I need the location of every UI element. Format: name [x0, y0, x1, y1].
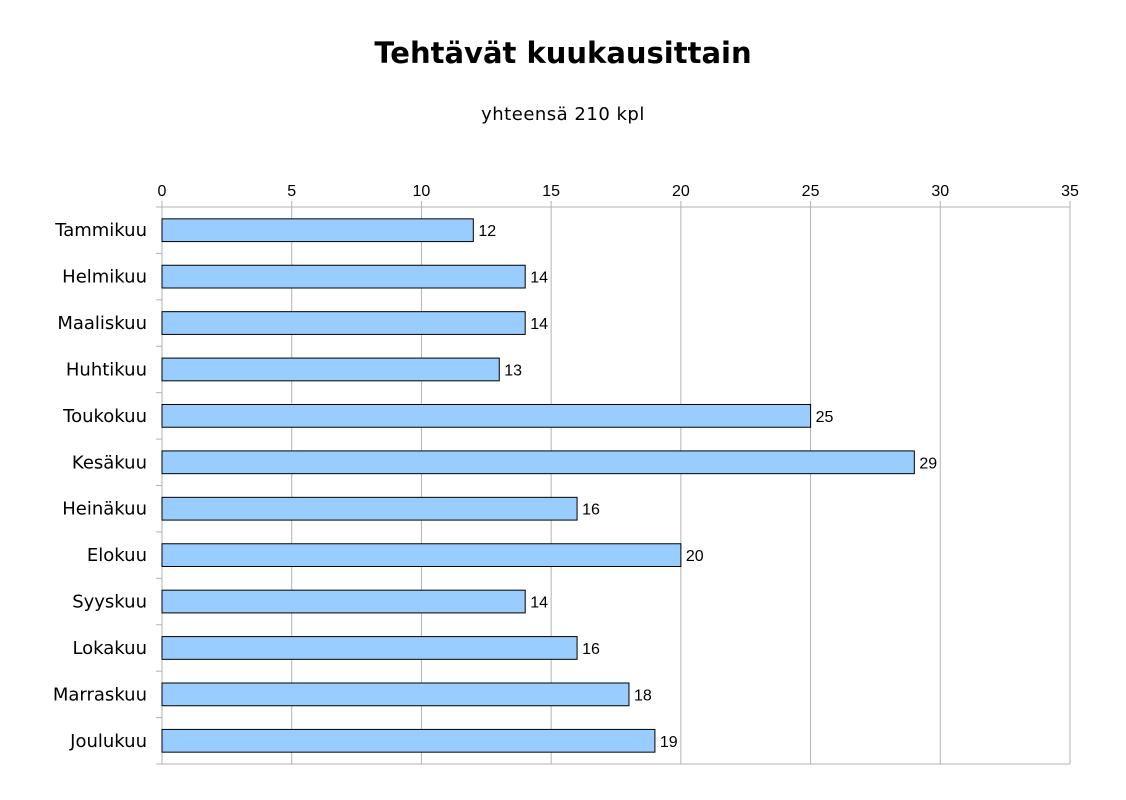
data-label: 14 — [530, 595, 548, 612]
axes — [156, 201, 1071, 765]
chart-subtitle: yhteensä 210 kpl — [481, 104, 645, 125]
bar — [161, 264, 526, 289]
category-label: Maaliskuu — [57, 313, 147, 334]
bar — [161, 728, 656, 753]
data-label: 12 — [478, 223, 496, 240]
x-tick-label: 15 — [542, 183, 560, 200]
category-label: Lokakuu — [72, 638, 147, 659]
data-label: 13 — [504, 362, 522, 379]
labels: 0 5 10 15 20 25 30 35 Tammikuu 12 Helmikuu 14 Maalis… — [53, 183, 1079, 752]
bar — [161, 450, 915, 475]
data-label: 16 — [582, 641, 600, 658]
data-label: 25 — [816, 409, 834, 426]
category-label: Syyskuu — [72, 592, 147, 613]
data-label: 16 — [582, 502, 600, 519]
data-label: 18 — [634, 687, 652, 704]
category-label: Marraskuu — [53, 684, 147, 705]
data-label: 19 — [660, 734, 678, 751]
category-label: Tammikuu — [54, 220, 147, 241]
category-label: Joulukuu — [69, 731, 147, 752]
bar — [161, 404, 812, 428]
gridlines — [161, 207, 1071, 764]
category-label: Helmikuu — [62, 267, 147, 288]
bar — [161, 682, 630, 707]
bar — [161, 218, 474, 243]
category-label: Kesäkuu — [72, 452, 147, 473]
bar — [161, 543, 682, 567]
bar — [161, 357, 500, 382]
data-label: 14 — [530, 316, 548, 333]
bar — [161, 636, 578, 660]
x-tick-label: 25 — [802, 183, 820, 200]
data-label: 20 — [686, 548, 704, 565]
bars — [161, 218, 915, 753]
bar — [161, 311, 526, 335]
x-tick-label: 10 — [413, 183, 431, 200]
x-tick-label: 35 — [1061, 183, 1079, 200]
data-label: 14 — [530, 270, 548, 287]
x-tick-label: 20 — [672, 183, 690, 200]
category-label: Huhtikuu — [66, 359, 147, 380]
x-tick-label: 30 — [931, 183, 949, 200]
category-label: Elokuu — [87, 545, 147, 566]
bar — [161, 589, 526, 614]
data-label: 29 — [919, 455, 937, 472]
category-label: Toukokuu — [62, 406, 147, 427]
bar — [161, 496, 578, 521]
x-tick-label: 5 — [287, 183, 296, 200]
category-label: Heinäkuu — [62, 499, 147, 520]
chart-title: Tehtävät kuukausittain — [374, 36, 752, 70]
x-tick-label: 0 — [158, 183, 167, 200]
